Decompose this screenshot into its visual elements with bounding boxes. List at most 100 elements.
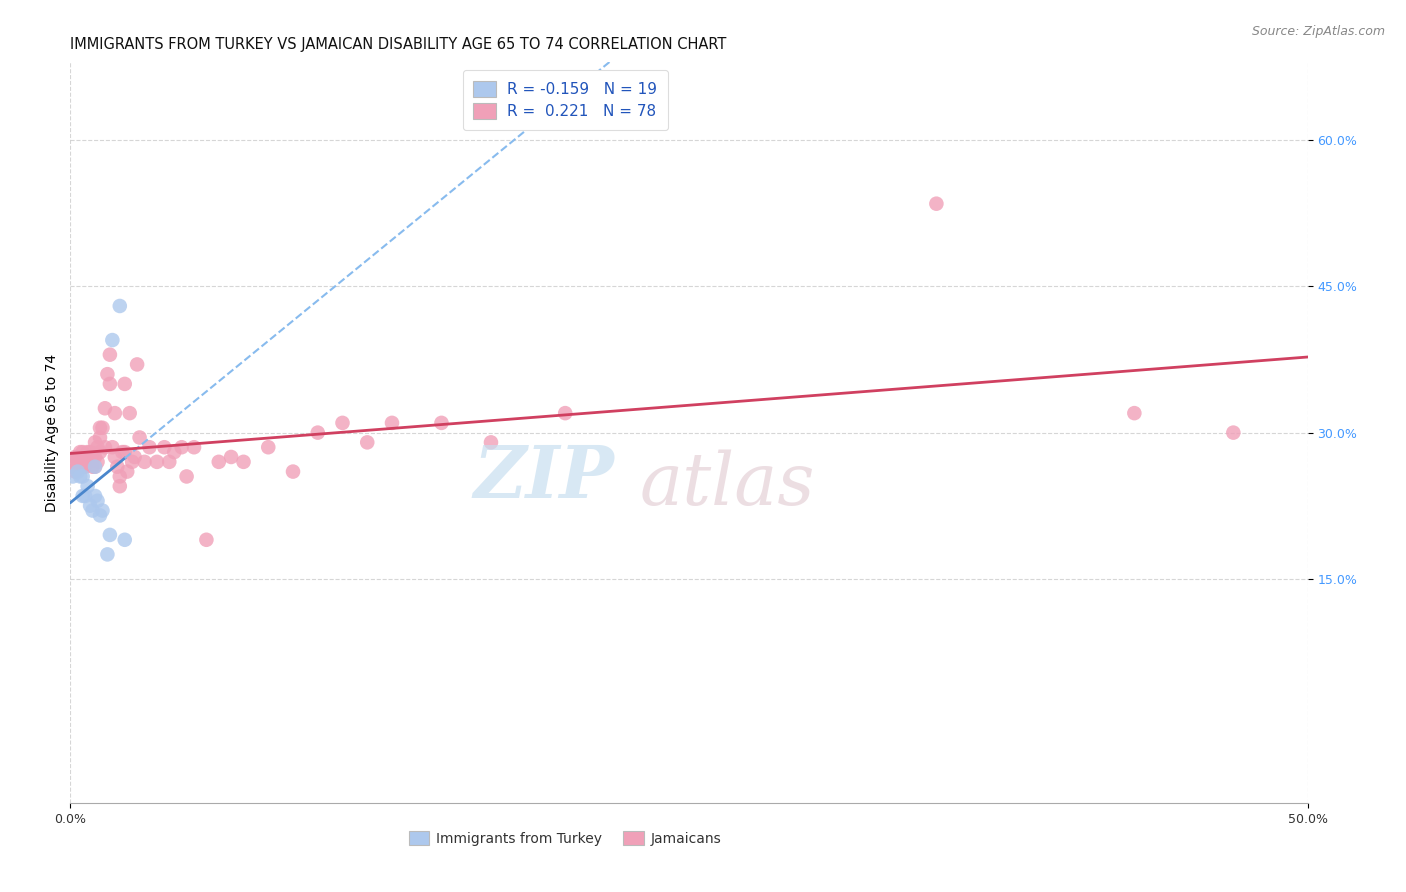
Point	[128, 430, 150, 444]
Point	[98, 528, 121, 542]
Point	[1222, 425, 1244, 440]
Point	[72, 445, 94, 459]
Point	[146, 455, 169, 469]
Point	[76, 450, 98, 464]
Point	[82, 459, 104, 474]
Point	[86, 455, 108, 469]
Point	[124, 450, 146, 464]
Point	[84, 459, 107, 474]
Point	[101, 440, 124, 454]
Point	[89, 508, 111, 523]
Point	[65, 465, 87, 479]
Point	[76, 479, 98, 493]
Y-axis label: Disability Age 65 to 74: Disability Age 65 to 74	[45, 353, 59, 512]
Point	[195, 533, 218, 547]
Point	[170, 440, 193, 454]
Point	[89, 421, 111, 435]
Point	[62, 469, 84, 483]
Point	[108, 299, 131, 313]
Point	[257, 440, 280, 454]
Point	[72, 459, 94, 474]
Point	[75, 489, 97, 503]
Point	[121, 455, 143, 469]
Point	[84, 450, 107, 464]
Point	[69, 445, 91, 459]
Point	[98, 376, 121, 391]
Point	[332, 416, 354, 430]
Point	[96, 548, 118, 562]
Point	[138, 440, 160, 454]
Point	[118, 406, 141, 420]
Point	[91, 503, 114, 517]
Point	[94, 401, 117, 416]
Point	[69, 459, 91, 474]
Point	[208, 455, 231, 469]
Text: IMMIGRANTS FROM TURKEY VS JAMAICAN DISABILITY AGE 65 TO 74 CORRELATION CHART: IMMIGRANTS FROM TURKEY VS JAMAICAN DISAB…	[70, 37, 727, 52]
Legend: Immigrants from Turkey, Jamaicans: Immigrants from Turkey, Jamaicans	[404, 825, 727, 851]
Point	[79, 445, 101, 459]
Point	[153, 440, 176, 454]
Point	[66, 455, 89, 469]
Point	[66, 465, 89, 479]
Point	[1123, 406, 1146, 420]
Point	[89, 430, 111, 444]
Text: atlas: atlas	[640, 450, 815, 520]
Point	[104, 450, 127, 464]
Point	[79, 455, 101, 469]
Point	[98, 348, 121, 362]
Point	[84, 435, 107, 450]
Point	[101, 333, 124, 347]
Point	[114, 376, 136, 391]
Point	[381, 416, 404, 430]
Point	[115, 465, 138, 479]
Point	[134, 455, 156, 469]
Point	[183, 440, 205, 454]
Point	[94, 440, 117, 454]
Point	[163, 445, 186, 459]
Point	[114, 445, 136, 459]
Point	[62, 459, 84, 474]
Point	[79, 450, 101, 464]
Point	[176, 469, 198, 483]
Point	[554, 406, 576, 420]
Point	[82, 503, 104, 517]
Point	[430, 416, 453, 430]
Point	[86, 440, 108, 454]
Point	[79, 499, 101, 513]
Point	[105, 459, 128, 474]
Point	[232, 455, 254, 469]
Point	[75, 455, 97, 469]
Point	[307, 425, 329, 440]
Point	[66, 459, 89, 474]
Point	[76, 455, 98, 469]
Point	[157, 455, 180, 469]
Point	[356, 435, 378, 450]
Point	[84, 489, 107, 503]
Point	[96, 367, 118, 381]
Point	[65, 450, 87, 464]
Point	[69, 469, 91, 483]
Point	[62, 455, 84, 469]
Point	[479, 435, 502, 450]
Point	[91, 421, 114, 435]
Point	[219, 450, 242, 464]
Point	[114, 533, 136, 547]
Point	[89, 445, 111, 459]
Point	[925, 196, 948, 211]
Point	[69, 455, 91, 469]
Point	[75, 459, 97, 474]
Point	[127, 358, 149, 372]
Point	[72, 489, 94, 503]
Point	[72, 469, 94, 483]
Point	[72, 450, 94, 464]
Point	[281, 465, 304, 479]
Point	[84, 459, 107, 474]
Text: Source: ZipAtlas.com: Source: ZipAtlas.com	[1251, 25, 1385, 38]
Text: ZIP: ZIP	[474, 442, 614, 513]
Point	[66, 450, 89, 464]
Point	[76, 445, 98, 459]
Point	[82, 450, 104, 464]
Point	[104, 406, 127, 420]
Point	[75, 450, 97, 464]
Point	[111, 445, 134, 459]
